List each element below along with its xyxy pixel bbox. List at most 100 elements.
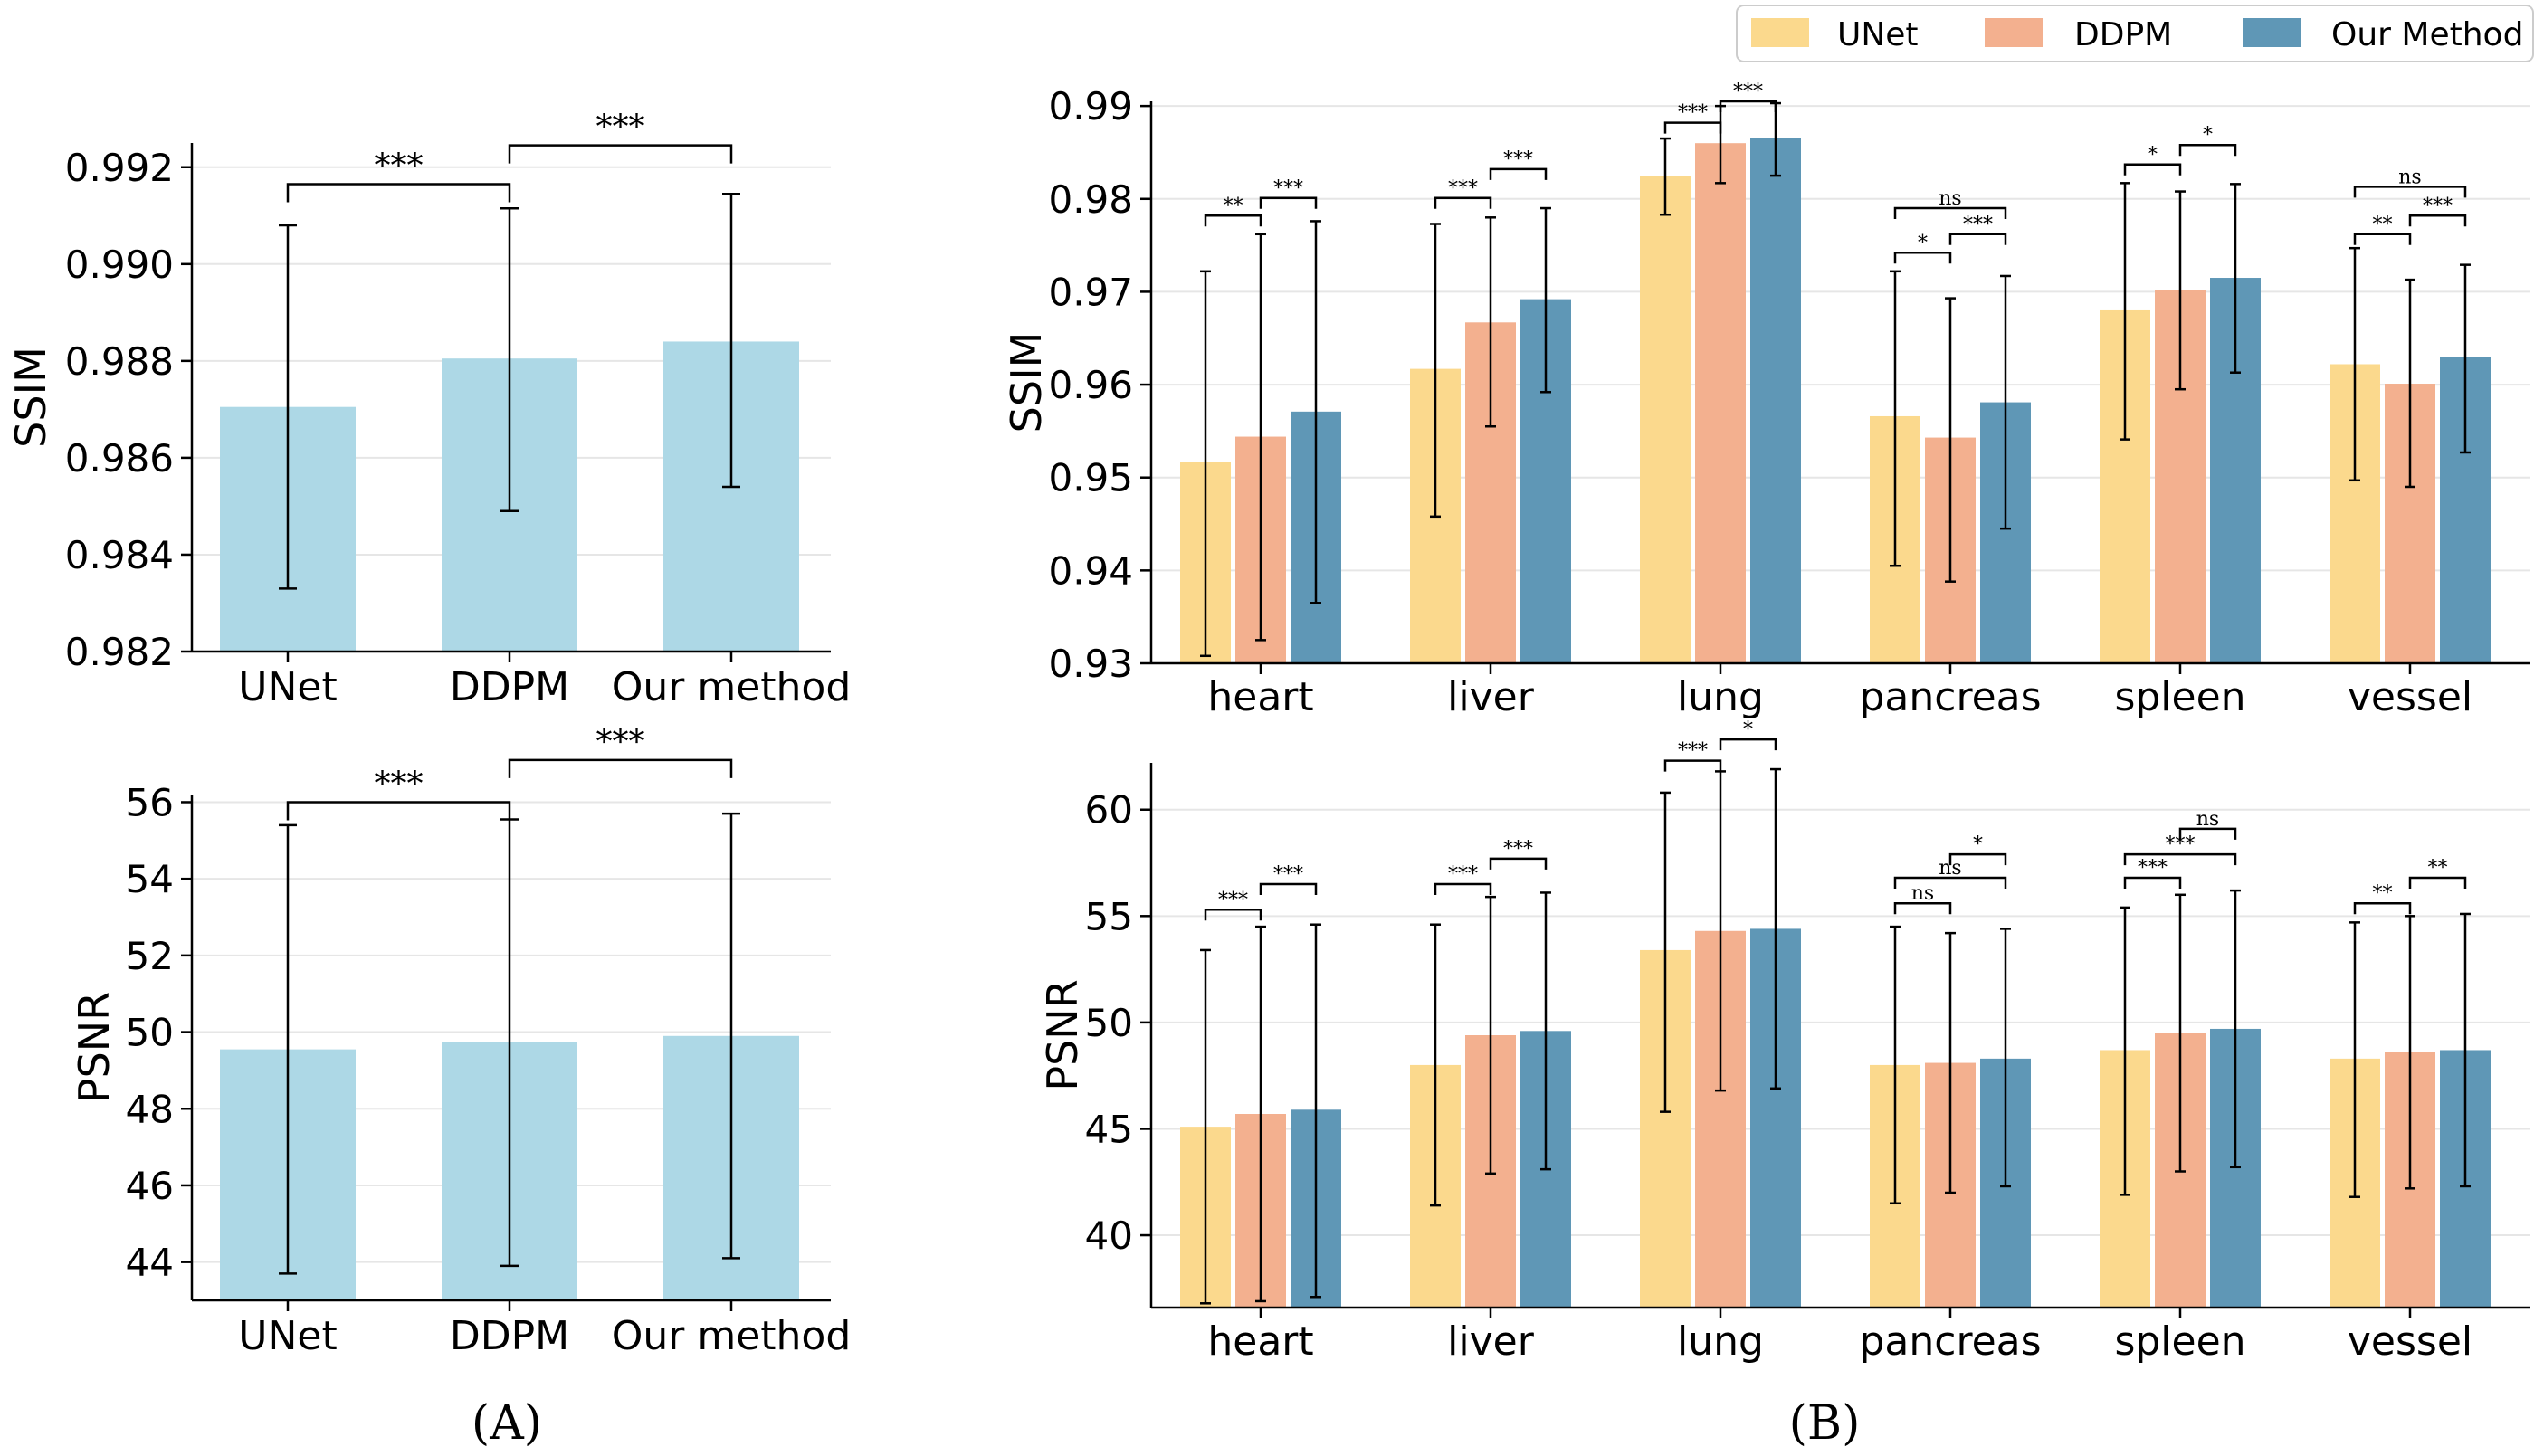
x-tick-label-liver: liver bbox=[1447, 1318, 1535, 1365]
y-tick-label-3: 55 bbox=[1085, 894, 1133, 938]
legend-label-our-method: Our Method bbox=[2331, 16, 2523, 53]
x-tick-label-our-method: Our method bbox=[612, 664, 852, 710]
sig-8-label: * bbox=[1973, 833, 1983, 856]
y-tick-label-3: 0.96 bbox=[1048, 363, 1133, 407]
legend-swatch-unet bbox=[1751, 18, 1809, 47]
sig-0-label: ** bbox=[1224, 195, 1243, 217]
sig-13-bracket bbox=[2353, 186, 2467, 198]
sig-1-label: *** bbox=[596, 724, 645, 761]
x-tick-label-lung: lung bbox=[1677, 1318, 1764, 1365]
sig-6-label: * bbox=[1918, 232, 1928, 254]
sig-3-label: *** bbox=[1503, 148, 1533, 171]
y-tick-label-0: 40 bbox=[1085, 1213, 1133, 1258]
sig-12-label: ** bbox=[2373, 882, 2393, 905]
y-tick-label-2: 48 bbox=[126, 1087, 174, 1131]
sig-10-bracket bbox=[2178, 143, 2237, 157]
sig-9-label: * bbox=[2148, 144, 2158, 167]
sig-4-label: *** bbox=[1678, 102, 1708, 125]
bar-lung-unet bbox=[1640, 176, 1691, 663]
y-tick-label-3: 0.988 bbox=[65, 339, 174, 384]
sig-11-label: ** bbox=[2373, 214, 2393, 236]
sig-4-label: *** bbox=[1678, 740, 1708, 763]
sig-1-label: *** bbox=[1273, 863, 1303, 886]
legend-label-ddpm: DDPM bbox=[2074, 16, 2172, 53]
y-tick-label-3: 50 bbox=[126, 1011, 174, 1055]
x-tick-label-spleen: spleen bbox=[2114, 1318, 2245, 1365]
x-tick-label-vessel: vessel bbox=[2348, 1318, 2473, 1365]
chart-a-psnr: 44 46 48 50 52 54 56 PSNR UNet DDPM Our method *** *… bbox=[70, 724, 851, 1359]
x-tick-label-heart: heart bbox=[1207, 674, 1313, 720]
y-tick-label-1: 46 bbox=[126, 1164, 174, 1208]
y-tick-label-0: 0.93 bbox=[1048, 642, 1133, 686]
sig-1-bracket bbox=[1259, 882, 1318, 896]
y-axis-label: PSNR bbox=[1038, 979, 1087, 1090]
sig-3-bracket bbox=[1489, 167, 1548, 180]
sig-1-label: *** bbox=[596, 109, 645, 147]
x-tick-label-spleen: spleen bbox=[2114, 674, 2245, 720]
sig-7-bracket bbox=[1893, 876, 2007, 889]
y-axis-label: PSNR bbox=[70, 992, 119, 1103]
sig-0-label: *** bbox=[1218, 889, 1248, 911]
sig-10-label: * bbox=[2203, 124, 2213, 147]
sig-11-label: ns bbox=[2196, 808, 2219, 831]
y-tick-label-4: 60 bbox=[1085, 788, 1133, 833]
legend-swatch-ddpm bbox=[1985, 18, 2043, 47]
sig-5-label: * bbox=[1743, 718, 1753, 741]
panel-label-b: (B) bbox=[1789, 1396, 1861, 1451]
panel-label-a: (A) bbox=[472, 1396, 542, 1451]
y-tick-label-2: 0.986 bbox=[65, 436, 174, 481]
sig-2-label: *** bbox=[1448, 177, 1478, 200]
y-tick-label-4: 0.97 bbox=[1048, 270, 1133, 314]
sig-3-bracket bbox=[1489, 857, 1548, 870]
legend-label-unet: UNet bbox=[1837, 16, 1919, 53]
x-tick-label-unet: UNet bbox=[238, 1313, 337, 1359]
sig-4-bracket bbox=[1663, 121, 1722, 134]
sig-2-label: *** bbox=[1448, 863, 1478, 886]
sig-12-label: *** bbox=[2423, 195, 2453, 217]
sig-0-label: *** bbox=[375, 766, 424, 803]
sig-9-bracket bbox=[2123, 876, 2182, 889]
x-tick-label-our-method: Our method bbox=[612, 1313, 852, 1359]
sig-11-bracket bbox=[2178, 827, 2237, 840]
y-tick-label-6: 0.99 bbox=[1048, 84, 1133, 128]
sig-13-bracket bbox=[2408, 876, 2467, 889]
sig-3-label: *** bbox=[1503, 838, 1533, 861]
y-tick-label-1: 45 bbox=[1085, 1107, 1133, 1151]
y-tick-label-4: 0.990 bbox=[65, 243, 174, 287]
sig-6-bracket bbox=[1893, 252, 1952, 264]
sig-2-bracket bbox=[1434, 196, 1492, 209]
sig-4-bracket bbox=[1663, 759, 1722, 772]
y-axis-label: SSIM bbox=[1002, 332, 1051, 433]
y-tick-label-0: 44 bbox=[126, 1241, 174, 1285]
sig-6-bracket bbox=[1893, 901, 1952, 915]
sig-1-bracket bbox=[508, 758, 733, 778]
sig-0-bracket bbox=[1204, 214, 1262, 227]
x-tick-label-ddpm: DDPM bbox=[450, 1313, 569, 1359]
x-tick-label-lung: lung bbox=[1677, 674, 1764, 720]
x-tick-label-liver: liver bbox=[1447, 674, 1535, 720]
sig-13-label: ns bbox=[2398, 166, 2421, 188]
chart-a-ssim: 0.982 0.984 0.986 0.988 0.990 0.992 SSIM UNet DD… bbox=[6, 109, 851, 710]
sig-5-bracket bbox=[1719, 738, 1777, 751]
sig-11-bracket bbox=[2353, 233, 2412, 245]
sig-8-label: ns bbox=[1939, 187, 1961, 210]
sig-5-bracket bbox=[1719, 100, 1777, 112]
y-tick-label-1: 0.984 bbox=[65, 533, 174, 577]
y-tick-label-1: 0.94 bbox=[1048, 548, 1133, 593]
legend: UNet DDPM Our Method bbox=[1736, 5, 2534, 62]
legend-swatch-our-method bbox=[2243, 18, 2301, 47]
sig-6-label: ns bbox=[1911, 882, 1934, 905]
sig-7-bracket bbox=[1948, 233, 2007, 245]
sig-12-bracket bbox=[2408, 214, 2467, 227]
sig-9-label: *** bbox=[2138, 857, 2168, 880]
y-tick-label-5: 0.992 bbox=[65, 146, 174, 190]
sig-8-bracket bbox=[1893, 206, 2007, 220]
sig-12-bracket bbox=[2353, 901, 2412, 915]
sig-0-bracket bbox=[286, 801, 511, 821]
y-tick-label-6: 56 bbox=[126, 780, 174, 824]
chart-b-psnr: 40 45 50 55 60 PSNR heart liver lung pancreas sple… bbox=[1038, 718, 2530, 1365]
bar-lung-our-method bbox=[1750, 138, 1801, 664]
sig-0-bracket bbox=[1204, 909, 1262, 921]
y-tick-label-4: 52 bbox=[126, 934, 174, 978]
